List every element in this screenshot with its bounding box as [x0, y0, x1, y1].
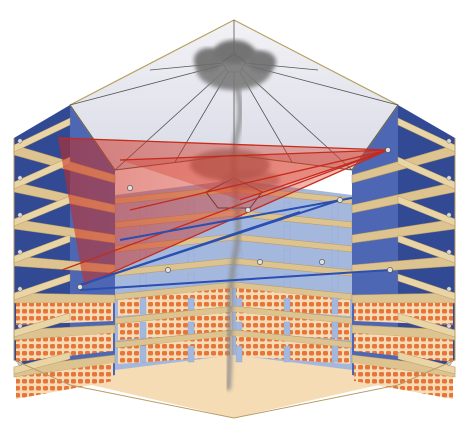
wall-lamp: [17, 249, 23, 255]
red-beam: [83, 149, 389, 286]
wall-lamp: [17, 286, 23, 292]
right-wing-tiers: [351, 117, 456, 399]
blue-beam-lines: [79, 197, 391, 291]
back-seat-block: [236, 336, 350, 364]
red-beam: [119, 149, 389, 161]
back-pillar: [331, 345, 339, 363]
projector-node: [337, 197, 343, 203]
back-seat-block: [118, 336, 232, 364]
wing-seat-block: [354, 333, 453, 362]
wing-side-ledge: [397, 351, 456, 375]
wing-seat-block: [16, 303, 113, 325]
wall-lamp: [17, 175, 23, 181]
back-pillar: [331, 321, 339, 339]
red-beam-fan: [57, 137, 389, 286]
back-pillar: [331, 225, 339, 243]
back-pillar: [139, 297, 147, 315]
projector-node: [127, 185, 133, 191]
blue-beam: [79, 269, 391, 291]
red-beam: [61, 149, 389, 271]
wing-seat-block: [16, 363, 113, 399]
projector-node: [245, 207, 251, 213]
back-pillar: [331, 297, 339, 315]
wing-seat-block: [16, 333, 113, 362]
wall-lamp: [446, 212, 452, 218]
back-pillar: [139, 321, 147, 339]
blue-beam: [119, 197, 353, 241]
auditorium-floor: [70, 340, 400, 418]
wall-lamp: [17, 138, 23, 144]
back-pillar: [235, 345, 243, 363]
projector-node: [77, 284, 83, 290]
back-pillar: [331, 273, 339, 291]
red-beam: [57, 137, 389, 151]
back-pillar: [331, 201, 339, 219]
wing-seat-block: [354, 363, 453, 399]
wing-side-ledge: [13, 351, 71, 375]
wall-lamp: [446, 138, 452, 144]
back-pillar: [187, 345, 195, 363]
wing-seat-block: [354, 303, 453, 325]
wall-lamp: [446, 249, 452, 255]
blue-beam: [79, 211, 301, 286]
red-beam: [129, 149, 389, 211]
wall-lamp: [17, 212, 23, 218]
wall-lamp: [446, 286, 452, 292]
back-pillar: [139, 345, 147, 363]
projector-node: [387, 267, 393, 273]
back-pillar: [283, 345, 291, 363]
red-beam: [239, 149, 389, 201]
back-pillar: [331, 249, 339, 267]
projector-node: [385, 147, 391, 153]
wall-lamp: [446, 175, 452, 181]
wall-lamp: [446, 323, 452, 329]
projector-node: [165, 267, 171, 273]
projector-node: [257, 259, 263, 265]
projector-node: [319, 259, 325, 265]
building-outline: [13, 138, 456, 419]
projector-nodes: [77, 147, 393, 290]
back-pillar: [139, 273, 147, 291]
wall-lamp: [17, 323, 23, 329]
